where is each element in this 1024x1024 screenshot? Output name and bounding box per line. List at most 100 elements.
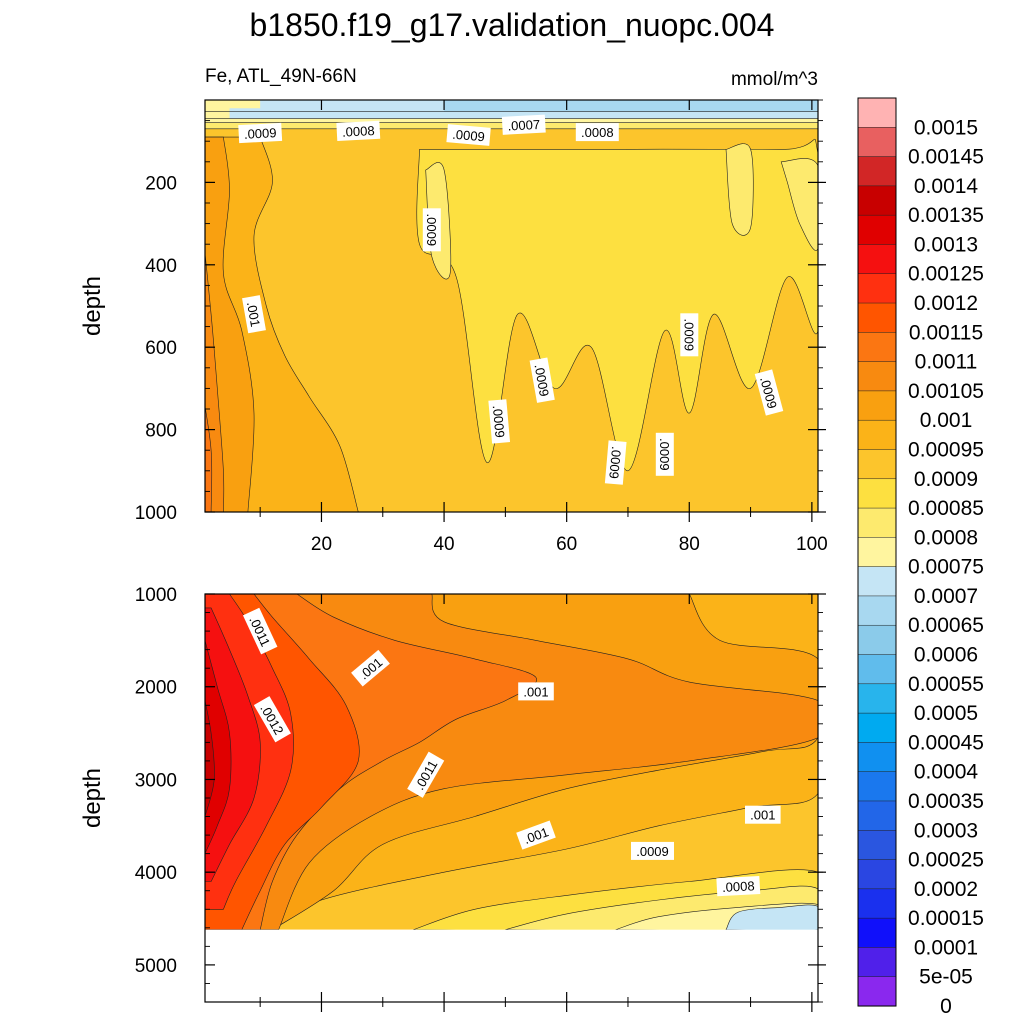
colorbar-swatch bbox=[857, 771, 897, 802]
colorbar-label: 0.0013 bbox=[914, 233, 978, 256]
colorbar-label: 0.00035 bbox=[908, 790, 984, 813]
colorbar-swatch bbox=[857, 302, 897, 333]
top-contour-label: .0009 bbox=[754, 369, 784, 416]
contour-label-text: .001 bbox=[523, 684, 548, 699]
top-contour-label: .0009 bbox=[604, 440, 627, 485]
bottom-field-0p00135 bbox=[205, 686, 215, 817]
colorbar-label: 0 bbox=[940, 995, 952, 1018]
contour-label-bg bbox=[488, 399, 511, 444]
colorbar-label: 0.0012 bbox=[914, 292, 978, 315]
chart-units: mmol/m^3 bbox=[731, 69, 818, 90]
top-contour-label: .0008 bbox=[575, 123, 619, 142]
colorbar-swatch bbox=[857, 537, 897, 568]
top-contour-label: .0009 bbox=[655, 432, 674, 476]
colorbar-label: 0.00045 bbox=[908, 731, 984, 754]
x-tick-label: 20 bbox=[311, 534, 332, 555]
colorbar-label: 0.00145 bbox=[908, 146, 984, 169]
contour-label-bg bbox=[631, 841, 674, 860]
top-field-0p0008-c bbox=[725, 143, 754, 236]
colorbar-label: 0.0006 bbox=[914, 644, 978, 667]
chart-subtitle: Fe, ATL_49N-66N bbox=[205, 66, 357, 87]
colorbar-label: 0.00095 bbox=[908, 438, 984, 461]
colorbar-label: 0.0014 bbox=[914, 175, 979, 198]
colorbar-swatch bbox=[857, 976, 897, 1007]
colorbar-swatch bbox=[857, 185, 897, 216]
colorbar-swatch bbox=[857, 830, 897, 861]
colorbar-swatch bbox=[857, 449, 897, 480]
top-surface-0p00075-left bbox=[205, 100, 261, 109]
contour-label-bg bbox=[336, 120, 381, 142]
colorbar-frame bbox=[857, 97, 897, 1007]
contour-label-bg bbox=[422, 208, 441, 252]
top-contour-label: .0009 bbox=[529, 357, 555, 403]
bottom-contour-label: .001 bbox=[518, 682, 554, 701]
colorbar-swatch bbox=[857, 156, 897, 187]
y-axis-label: depth bbox=[79, 768, 106, 828]
contour-label-bg bbox=[242, 295, 266, 334]
contour-label-bg bbox=[446, 124, 491, 146]
colorbar-label: 0.00105 bbox=[908, 380, 984, 403]
colorbar-swatch bbox=[857, 595, 897, 626]
chart-title: b1850.f19_g17.validation_nuopc.004 bbox=[250, 7, 775, 43]
contour-label-bg bbox=[680, 313, 699, 357]
colorbar-label: 0.0009 bbox=[914, 468, 978, 491]
contour-label-text: .001 bbox=[244, 301, 263, 329]
colorbar-swatch bbox=[857, 390, 897, 421]
contour-label-bg bbox=[238, 122, 283, 144]
top-contour-label: .0009 bbox=[238, 122, 283, 144]
top-surface-0p00065 bbox=[444, 100, 818, 112]
contour-label-text: .0009 bbox=[606, 446, 624, 480]
colorbar: 0.0015 0.00145 0.0014 0.00135 0.0013 0.00125 0… bbox=[857, 97, 984, 1018]
contour-label-text: .0007 bbox=[507, 117, 540, 134]
colorbar-label: 0.0002 bbox=[914, 878, 978, 901]
colorbar-label: 0.0011 bbox=[915, 351, 978, 374]
top-contour-label: .001 bbox=[242, 295, 266, 334]
y-tick-label: 1000 bbox=[135, 585, 177, 606]
y-tick-label: 3000 bbox=[135, 770, 177, 791]
colorbar-label: 0.0015 bbox=[914, 116, 978, 139]
y-tick-label: 5000 bbox=[135, 956, 177, 977]
contour-label-bg bbox=[604, 440, 627, 485]
top-field-0p00085 bbox=[416, 138, 818, 472]
contour-label-bg bbox=[242, 607, 278, 655]
contour-label-bg bbox=[516, 820, 556, 850]
contour-label-bg bbox=[407, 751, 445, 798]
colorbar-swatch bbox=[857, 654, 897, 685]
contour-label-text: .0009 bbox=[490, 405, 508, 439]
y-tick-label: 200 bbox=[145, 173, 177, 194]
bottom-panel: 10002000300040005000depth.0011.001.0012.… bbox=[79, 585, 826, 1012]
colorbar-label: 0.00125 bbox=[908, 263, 984, 286]
y-tick-label: 400 bbox=[145, 256, 177, 277]
colorbar-swatch bbox=[857, 214, 897, 246]
contour-label-bg bbox=[253, 696, 291, 743]
colorbar-swatch bbox=[857, 419, 897, 451]
x-tick-label: 100 bbox=[796, 534, 828, 555]
top-contour-label: .0009 bbox=[488, 399, 511, 444]
colorbar-swatch bbox=[857, 478, 897, 509]
colorbar-swatch bbox=[857, 888, 897, 919]
colorbar-label: 0.00075 bbox=[908, 556, 984, 579]
colorbar-swatch bbox=[857, 917, 897, 948]
colorbar-label: 0.00065 bbox=[908, 614, 984, 637]
colorbar-swatch bbox=[857, 859, 897, 890]
bottom-contour-label: .001 bbox=[516, 820, 556, 850]
contour-label-text: .0009 bbox=[657, 438, 672, 471]
colorbar-label: 0.00055 bbox=[908, 673, 984, 696]
y-tick-label: 4000 bbox=[135, 863, 177, 884]
contour-label-bg bbox=[575, 123, 619, 142]
colorbar-swatch bbox=[857, 624, 897, 656]
y-tick-label: 1000 bbox=[135, 503, 177, 524]
contour-label-text: .0008 bbox=[581, 125, 614, 140]
contour-label-bg bbox=[745, 805, 781, 824]
contour-label-text: .0009 bbox=[636, 844, 669, 859]
contour-label-text: .0009 bbox=[244, 125, 277, 142]
colorbar-swatch bbox=[857, 566, 897, 597]
top-contour-label: .0008 bbox=[336, 120, 381, 142]
colorbar-label: 0.00015 bbox=[908, 907, 984, 930]
top-contour-label: .0009 bbox=[680, 313, 699, 357]
colorbar-swatch bbox=[857, 332, 897, 363]
colorbar-label: 0.001 bbox=[920, 409, 973, 432]
colorbar-label: 0.0004 bbox=[914, 761, 979, 784]
top-contour-label: .0009 bbox=[422, 208, 441, 252]
